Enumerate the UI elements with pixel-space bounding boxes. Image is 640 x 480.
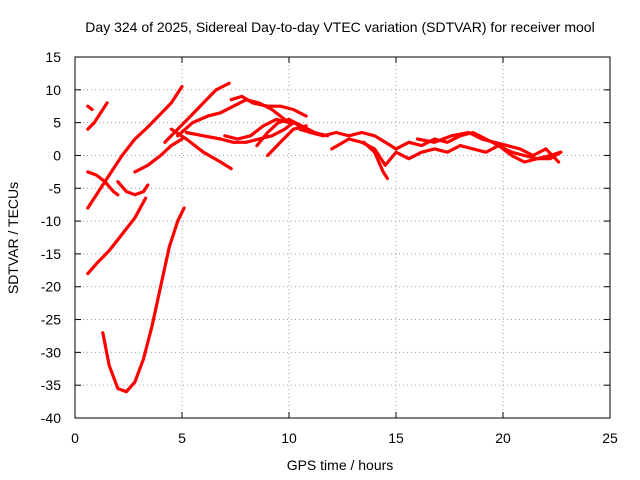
series-arc-5 [116,180,150,197]
x-tick-label: 25 [602,430,618,446]
y-tick-label: -25 [41,312,61,328]
x-tick-label: 20 [495,430,511,446]
series-arc-13 [184,120,308,144]
axis-ticks: 0 5 10 15 20 25 -40 -35 -30 -25 -20 -15 -10 -5 0 5 10 15 [41,49,618,446]
x-tick-label: 5 [178,430,186,446]
y-tick-label: -15 [41,246,61,262]
y-tick-label: -30 [41,344,61,360]
series-arc-20 [415,130,561,164]
y-tick-label: 15 [45,49,61,65]
series-arc-3 [86,84,184,210]
series-arc-10 [169,127,233,171]
y-tick-label: -10 [41,213,61,229]
chart-title: Day 324 of 2025, Sidereal Day-to-day VTE… [85,19,594,35]
series-arc-2 [86,101,109,131]
y-tick-label: -35 [41,377,61,393]
x-tick-label: 0 [71,430,79,446]
plot-frame [74,56,611,419]
series-arc-16 [266,124,308,158]
x-tick-label: 15 [388,430,404,446]
series-arc-19 [362,140,389,180]
x-axis-label: GPS time / hours [287,457,394,473]
y-tick-label: 0 [53,147,61,163]
grid-lines [75,57,610,418]
data-series [86,81,563,394]
series-arc-18 [330,137,563,167]
series-arc-8 [133,137,184,174]
y-tick-label: -40 [41,410,61,426]
y-tick-label: -20 [41,279,61,295]
y-tick-label: -5 [49,180,62,196]
series-arc-12 [229,94,308,118]
y-tick-label: 10 [45,82,61,98]
series-arc-6 [86,196,148,276]
series-arc-14 [223,117,291,141]
series-arc-4 [86,170,120,197]
x-tick-label: 10 [281,430,297,446]
series-arc-7 [101,206,186,394]
series-arc-1 [86,104,94,112]
y-axis-label: SDTVAR / TECUs [5,182,21,294]
y-tick-label: 5 [53,115,61,131]
